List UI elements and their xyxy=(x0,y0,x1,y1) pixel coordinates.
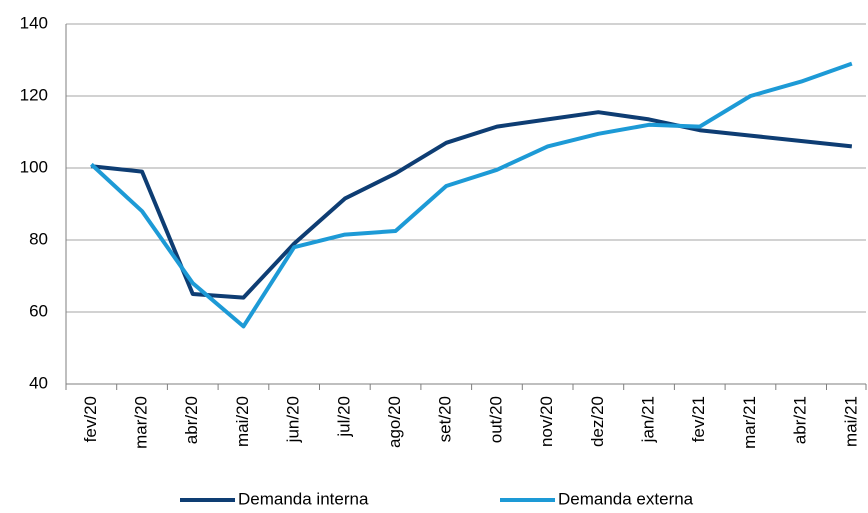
x-tick-label: ago/20 xyxy=(385,396,404,448)
y-tick-label: 80 xyxy=(29,229,48,248)
x-tick-label: jan/21 xyxy=(639,396,658,443)
x-tick-label: nov/20 xyxy=(537,396,556,447)
legend-label: Demanda interna xyxy=(238,489,369,508)
x-tick-label: set/20 xyxy=(436,396,455,442)
y-tick-label: 60 xyxy=(29,301,48,320)
x-tick-label: abr/20 xyxy=(182,396,201,444)
x-tick-label: out/20 xyxy=(486,396,505,443)
x-tick-label: mai/20 xyxy=(233,396,252,447)
x-tick-label: mar/20 xyxy=(132,396,151,449)
line-series xyxy=(89,61,853,329)
y-tick-label: 40 xyxy=(29,373,48,392)
x-tick-label: dez/20 xyxy=(588,396,607,447)
x-tick-label: mai/21 xyxy=(841,396,860,447)
y-tick-label: 120 xyxy=(20,85,48,104)
y-tick-label: 140 xyxy=(20,13,48,32)
y-tick-label: 100 xyxy=(20,157,48,176)
x-tick-label: fev/20 xyxy=(81,396,100,442)
x-tick-label: jul/20 xyxy=(334,396,353,438)
x-tick-label: mar/21 xyxy=(740,396,759,449)
x-tick-label: abr/21 xyxy=(791,396,810,444)
x-tick-label: jun/20 xyxy=(284,396,303,443)
x-tick-label: fev/21 xyxy=(689,396,708,442)
line-series xyxy=(91,110,853,300)
legend-label: Demanda externa xyxy=(558,489,694,508)
